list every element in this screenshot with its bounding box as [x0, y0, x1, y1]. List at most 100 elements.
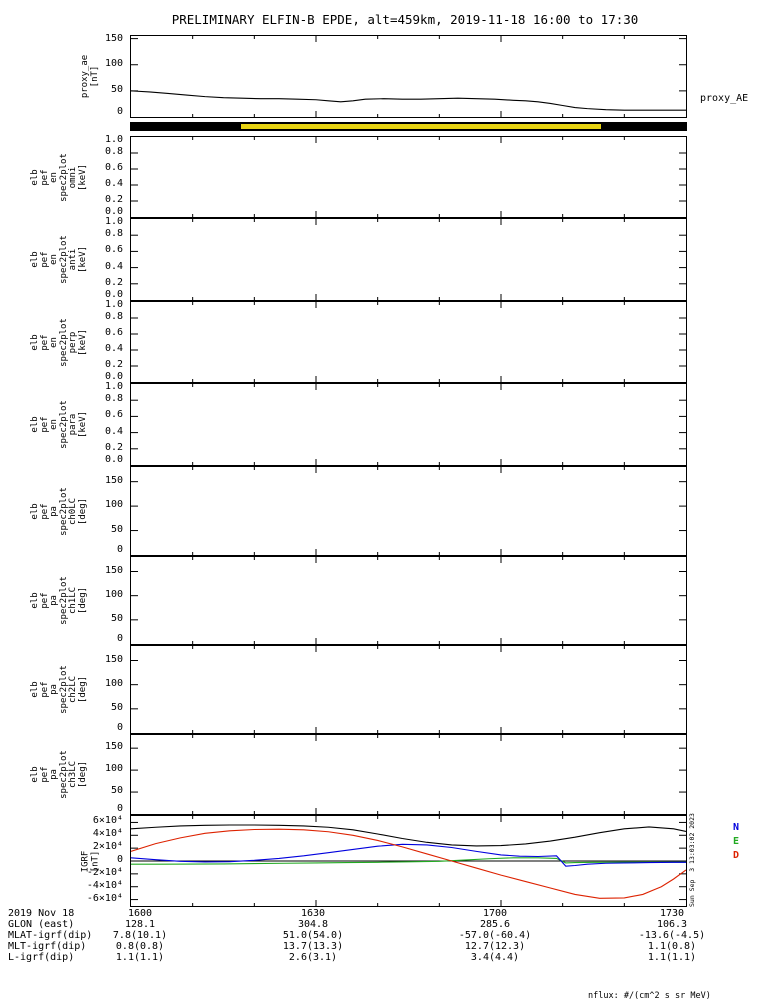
proxy-ae-plot: [131, 36, 686, 117]
var-row-value: 1.1(1.1): [647, 952, 697, 963]
plot-box: [130, 556, 687, 645]
y-tick-label: 1.0: [104, 134, 123, 145]
var-row: L-igrf(dip) 1.1(1.1) 2.6(3.1) 3.4(4.4) 1.1(1…: [0, 952, 775, 963]
en-spec-perp-plot: [131, 302, 686, 382]
plot-box: [130, 815, 687, 907]
panel-en-spec-para: elb pef en spec2plot para [keV] 1.0 0.8 0.…: [0, 382, 775, 466]
y-tick-label: 100: [104, 763, 123, 775]
y-tick-labels: 1.0 0.8 0.6 0.4 0.2 0.0: [0, 134, 127, 218]
y-tick-label: 50: [110, 612, 123, 624]
y-tick-label: 0.6: [104, 409, 123, 421]
var-row-value: 3.4(4.4): [470, 952, 520, 963]
var-row-value: 0.8(0.8): [115, 941, 165, 952]
x-tick-label: 1600: [127, 908, 153, 919]
y-tick-label: 0.4: [104, 260, 123, 272]
y-tick-label: 0.8: [104, 228, 123, 240]
y-tick-label: 50: [110, 701, 123, 713]
y-tick-label: 150: [104, 564, 123, 576]
y-tick-label: 0.6: [104, 244, 123, 256]
x-tick-label: 1700: [482, 908, 508, 919]
y-tick-label: 50: [110, 523, 123, 535]
en-spec-para-plot: [131, 384, 686, 465]
y-tick-label: 2×10⁴: [92, 841, 123, 853]
var-row-value: 51.0(54.0): [282, 930, 344, 941]
y-tick-label: 0: [116, 633, 123, 644]
y-tick-labels: 150 100 50 0: [0, 466, 127, 556]
y-tick-label: 0.0: [104, 206, 123, 217]
var-row-value: 1.1(1.1): [115, 952, 165, 963]
plot-box: [130, 466, 687, 556]
y-tick-label: 0.2: [104, 194, 123, 205]
flux-units-note: nflux: #/(cm^2 s sr MeV): [588, 991, 711, 1000]
var-row: GLON (east) 128.1 304.8 285.6 106.3: [0, 919, 775, 930]
var-row: MLAT-igrf(dip) 7.8(10.1) 51.0(54.0) -57.0(-…: [0, 930, 775, 941]
y-tick-labels: 1.0 0.8 0.6 0.4 0.2 0.0: [0, 382, 127, 466]
panel-pa-spec-ch0lc: elb pef pa spec2plot ch0LC [deg] 150 100 5…: [0, 466, 775, 556]
plot-box: [130, 218, 687, 301]
panel-pa-spec-ch2lc: elb pef pa spec2plot ch2LC [deg] 150 100 5…: [0, 645, 775, 734]
y-tick-label: -6×10⁴: [86, 892, 123, 904]
availability-segment: [131, 124, 241, 129]
y-tick-label: 150: [104, 653, 123, 665]
y-tick-label: 0.8: [104, 393, 123, 405]
y-tick-label: -4×10⁴: [86, 879, 123, 891]
plot-box: [130, 301, 687, 383]
y-tick-labels: 150 100 50 0: [0, 645, 127, 734]
var-row-value: 7.8(10.1): [112, 930, 168, 941]
y-tick-label: 0.0: [104, 371, 123, 382]
y-tick-label: 50: [110, 785, 123, 797]
y-tick-label: 50: [110, 83, 123, 95]
var-row-label: MLT-igrf(dip): [8, 941, 87, 952]
y-tick-label: 100: [104, 499, 123, 511]
date-label: 2019 Nov 18: [8, 908, 75, 919]
plot-box: [130, 35, 687, 118]
y-tick-label: 150: [104, 33, 123, 44]
pa-spec-ch0lc-plot: [131, 467, 686, 555]
panel-en-spec-anti: elb pef en spec2plot anti [keV] 1.0 0.8 0.…: [0, 217, 775, 301]
y-tick-label: 0.2: [104, 359, 123, 370]
panel-proxy-ae: proxy_ae [nT] 150 100 50 0 proxy_AE: [0, 33, 775, 118]
panel-pa-spec-ch3lc: elb pef pa spec2plot ch3LC [deg] 150 100 5…: [0, 734, 775, 815]
y-tick-labels: 6×10⁴ 4×10⁴ 2×10⁴ 0 -2×10⁴ -4×10⁴ -6×10⁴: [0, 815, 127, 907]
y-tick-labels: 150 100 50 0: [0, 556, 127, 645]
pa-spec-ch3lc-plot: [131, 735, 686, 814]
y-tick-label: 0.0: [104, 289, 123, 300]
var-row-value: 2.6(3.1): [288, 952, 338, 963]
x-axis-row: 2019 Nov 18 1600 1630 1700 1730: [0, 908, 775, 920]
igrf-component-letter: D: [733, 850, 740, 861]
y-tick-label: 0.6: [104, 327, 123, 338]
y-tick-label: 0.6: [104, 162, 123, 173]
var-row-value: 12.7(12.3): [464, 941, 526, 952]
panel-pa-spec-ch1lc: elb pef pa spec2plot ch1LC [deg] 150 100 5…: [0, 556, 775, 645]
y-tick-labels: 1.0 0.8 0.6 0.4 0.2 0.0: [0, 300, 127, 383]
y-tick-label: 0.4: [104, 343, 123, 354]
igrf-plot: [131, 816, 686, 906]
y-tick-label: 100: [104, 57, 123, 69]
y-tick-label: 0.2: [104, 276, 123, 288]
y-tick-label: 100: [104, 588, 123, 600]
y-tick-label: 0.2: [104, 441, 123, 453]
y-tick-label: 0.0: [104, 454, 123, 465]
y-tick-label: 0: [116, 106, 123, 117]
y-tick-labels: 150 100 50 0: [0, 734, 127, 815]
plot-box: [130, 645, 687, 734]
en-spec-omni-plot: [131, 137, 686, 217]
var-row-label: MLAT-igrf(dip): [8, 930, 93, 941]
panel-en-spec-omni: elb pef en spec2plot omni [keV] 1.0 0.8 0.…: [0, 134, 775, 218]
var-row-value: 128.1: [124, 919, 156, 930]
en-spec-anti-plot: [131, 219, 686, 300]
plot-title: PRELIMINARY ELFIN-B EPDE, alt=459km, 201…: [171, 12, 639, 27]
pa-spec-ch1lc-plot: [131, 557, 686, 644]
y-tick-label: 0: [116, 854, 123, 865]
plot-box: [130, 383, 687, 466]
availability-segment: [240, 124, 602, 129]
pa-spec-ch2lc-plot: [131, 646, 686, 733]
y-tick-label: 0.8: [104, 146, 123, 157]
var-row-value: -13.6(-4.5): [638, 930, 706, 941]
panel-en-spec-perp: elb pef en spec2plot perp [keV] 1.0 0.8 0.…: [0, 300, 775, 383]
y-tick-label: 0: [116, 722, 123, 733]
y-tick-labels: 1.0 0.8 0.6 0.4 0.2 0.0: [0, 217, 127, 301]
vertical-created-text: Sun Sep 3 13:03:02 2023: [688, 813, 696, 907]
